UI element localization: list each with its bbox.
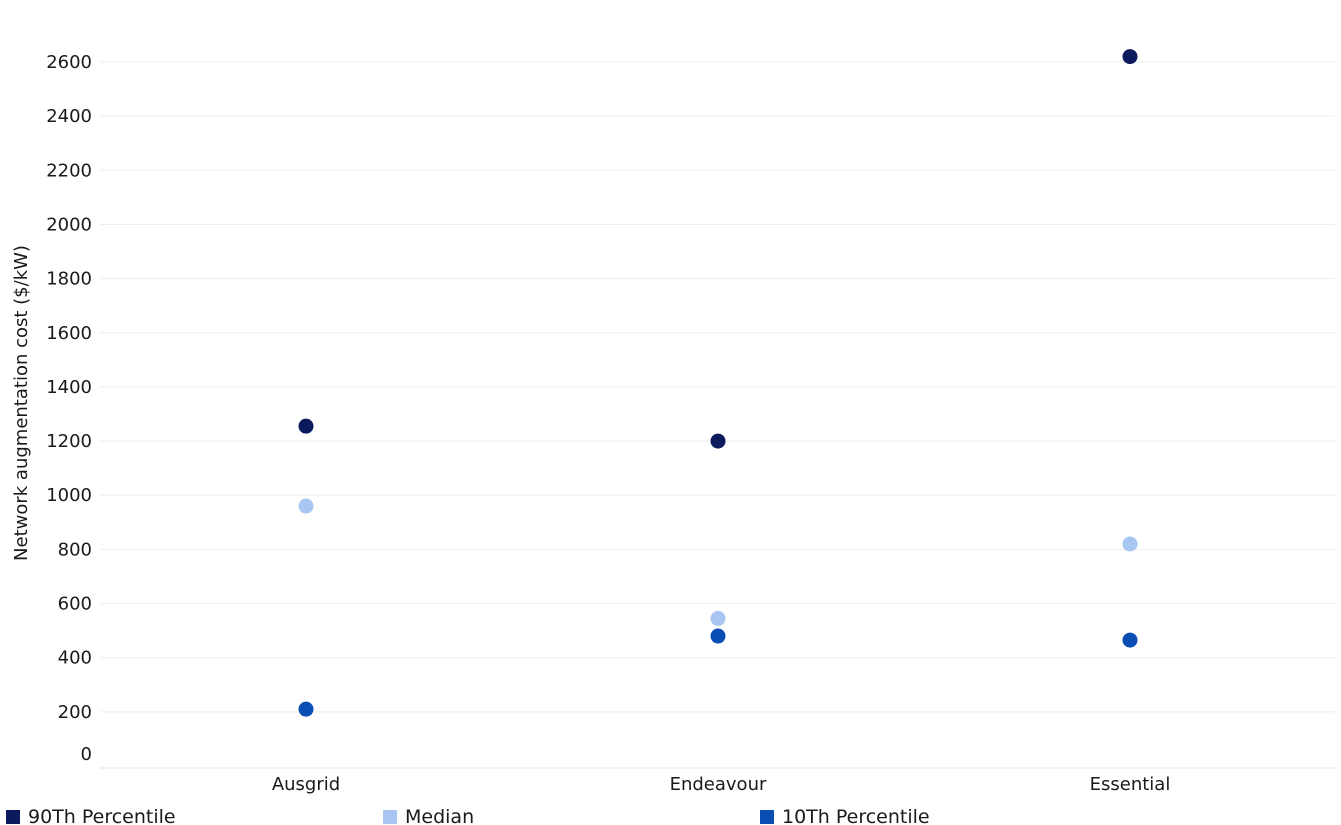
y-tick-label: 2200 [46, 160, 92, 181]
point-90th-percentile-ausgrid [298, 418, 314, 434]
y-tick-label: 600 [58, 594, 92, 615]
point-90th-percentile-endeavour [710, 433, 726, 449]
x-tick-label-endeavour: Endeavour [670, 774, 767, 795]
y-tick-label: 2600 [46, 52, 92, 73]
y-tick-label: 1000 [46, 485, 92, 506]
data-points [298, 49, 1138, 717]
point-median-essential [1122, 536, 1138, 552]
y-tick-label: 1200 [46, 431, 92, 452]
point-90th-percentile-essential [1122, 49, 1138, 65]
y-tick-label: 1600 [46, 323, 92, 344]
legend-item-10th-percentile: 10Th Percentile [760, 806, 930, 825]
y-tick-label: 1800 [46, 269, 92, 290]
x-tick-label-essential: Essential [1090, 774, 1171, 795]
legend-item-90th-percentile: 90Th Percentile [6, 806, 176, 825]
point-median-ausgrid [298, 498, 314, 514]
y-tick-label: 1400 [46, 377, 92, 398]
legend: 90Th Percentile Median 10Th Percentile [6, 806, 930, 825]
legend-label: 10Th Percentile [782, 806, 930, 825]
point-10th-percentile-endeavour [710, 628, 726, 644]
y-tick-label: 2000 [46, 214, 92, 235]
y-axis-ticks: 0 200 400 600 800 1000 1200 1400 1600 1800 2000 220… [46, 52, 92, 765]
point-median-endeavour [710, 610, 726, 626]
y-tick-label: 2400 [46, 106, 92, 127]
x-axis-ticks: Ausgrid Endeavour Essential [272, 774, 1171, 795]
y-axis-title: Network augmentation cost ($/kW) [11, 245, 32, 561]
legend-swatch [760, 810, 774, 824]
x-tick-label-ausgrid: Ausgrid [272, 774, 340, 795]
y-tick-label: 400 [58, 648, 92, 669]
point-10th-percentile-ausgrid [298, 701, 314, 717]
legend-item-median: Median [383, 806, 474, 825]
legend-label: Median [405, 806, 474, 825]
legend-swatch [6, 810, 20, 824]
y-tick-label: 800 [58, 539, 92, 560]
y-tick-label: 0 [81, 744, 92, 765]
point-10th-percentile-essential [1122, 632, 1138, 648]
legend-label: 90Th Percentile [28, 806, 176, 825]
legend-swatch [383, 810, 397, 824]
y-tick-label: 200 [58, 702, 92, 723]
